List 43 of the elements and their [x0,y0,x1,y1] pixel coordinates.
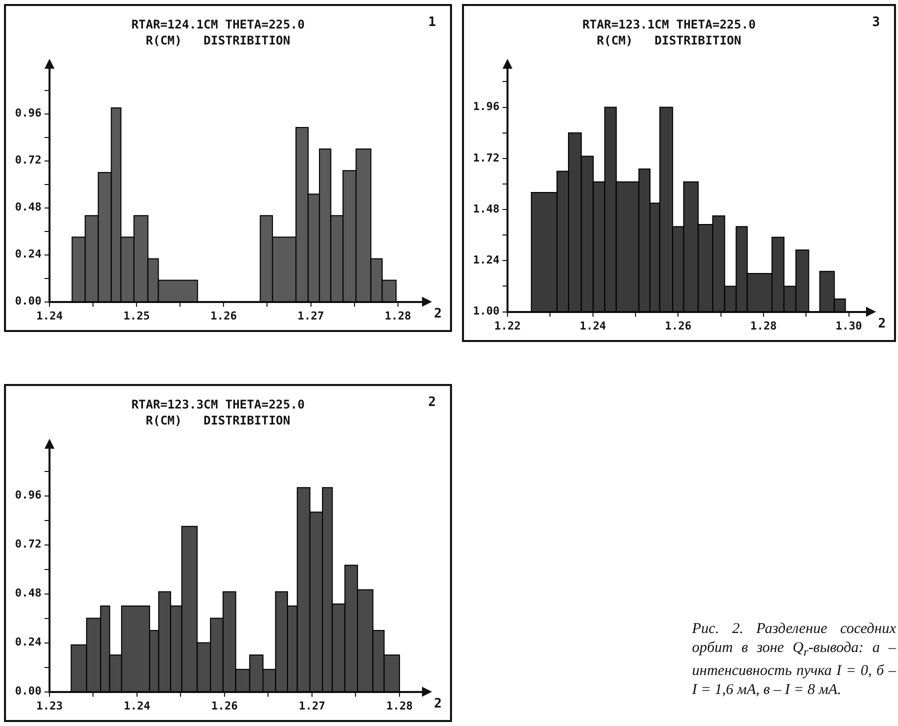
x-tick-label: 1.24 [580,319,606,332]
x-tick-label: 1.28 [386,699,413,712]
y-tick-label: 1.48 [472,202,500,216]
x-tick-label: 1.24 [36,309,64,322]
chart-subtitle: R(CM) DISTRIBITION [146,34,290,48]
chart-subtitle: R(CM) DISTRIBITION [596,34,742,48]
y-tick-label: 0.72 [14,154,42,167]
x-axis-title: 2 [878,316,886,332]
chart-subtitle: R(CM) DISTRIBITION [146,414,290,428]
y-tick-label: 0.00 [14,294,42,308]
y-tick-label: 1.00 [472,304,500,318]
x-tick-label: 1.27 [298,699,326,712]
y-tick-label: 0.00 [14,684,42,698]
x-tick-label: 1.27 [298,309,324,322]
x-tick-label: 1.28 [750,319,777,332]
text: Рис. 2. Разделение соседних орбит в зоне Q$_{r}$-вывода: а – интенсивность пучка I = 0, б – I = 1,6 мА, в – I = 8 мА. [692,620,896,700]
y-tick-label: 1.72 [472,151,500,164]
x-tick-label: 1.26 [210,309,238,322]
y-tick-label: 0.72 [14,538,42,551]
x-axis-title: 2 [434,306,442,322]
x-tick-label: 1.26 [211,699,238,712]
x-tick-label: 1.30 [836,319,862,332]
y-tick-label: 0.24 [14,248,42,261]
chart-title: RTAR=124.1CM THETA=225.0 [131,17,305,32]
x-tick-label: 1.24 [124,699,151,712]
y-tick-label: 0.48 [14,586,42,600]
chart-title: RTAR=123.3CM THETA=225.0 [131,397,305,412]
x-tick-label: 1.26 [664,319,692,332]
y-tick-label: 1.24 [472,254,500,267]
x-tick-label: 1.22 [494,319,521,332]
x-tick-label: 1.23 [36,699,63,712]
x-axis-title: 2 [434,696,442,712]
y-tick-label: 0.24 [14,636,42,649]
y-tick-label: 0.96 [14,106,42,120]
y-tick-label: 1.96 [472,100,500,114]
x-tick-label: 1.28 [384,309,412,322]
text: 3 [872,14,880,30]
text: 1 [428,14,436,30]
y-tick-label: 0.48 [14,200,42,214]
x-tick-label: 1.25 [123,309,150,322]
chart-title: RTAR=123.1CM THETA=225.0 [582,17,756,32]
text: 2 [428,394,436,410]
y-tick-label: 0.96 [14,488,42,502]
